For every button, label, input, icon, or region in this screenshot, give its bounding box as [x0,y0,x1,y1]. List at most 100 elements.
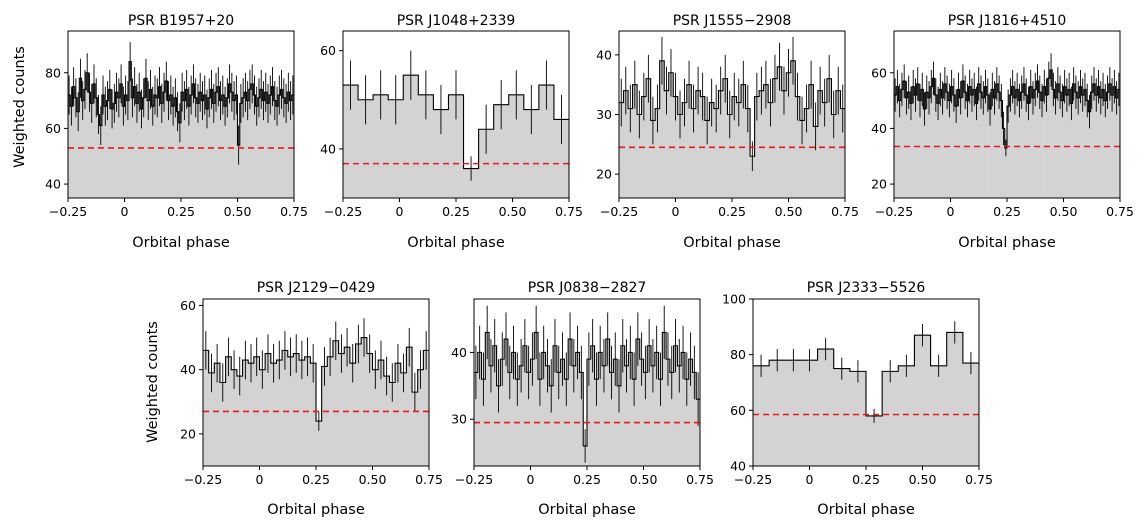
histogram-bar [997,92,1001,198]
histogram-bar [255,106,259,198]
histogram-bar [620,345,626,466]
histogram-bar [223,106,227,198]
histogram-bar [194,97,198,198]
histogram-bar [174,97,177,198]
histogram-bar [86,72,89,198]
histogram-step-line [474,331,700,447]
histogram-bar [481,379,486,466]
histogram-bar [133,86,137,198]
histogram-bar [1068,89,1071,198]
histogram-bar [265,353,272,466]
histogram-bar [808,84,814,198]
histogram-bar [343,85,359,198]
histogram-bar [1029,86,1033,198]
histogram-bar [1011,86,1015,198]
histogram-bar [541,352,546,466]
histogram-bar [909,103,913,198]
histogram-bar [236,376,243,466]
histogram-bar [90,103,94,198]
histogram-bar [293,353,300,466]
histogram-bar [849,371,867,466]
y-tick-label: 80 [45,65,61,80]
histogram-bar [108,89,112,198]
histogram-bar [826,78,832,198]
x-tick-label: 0 [806,472,814,487]
histogram-bar [673,96,679,198]
error-bars [894,53,1120,157]
histogram-bar [126,100,130,198]
histogram-bar [955,106,958,198]
histogram-bar [945,92,949,198]
histogram-bar [923,108,927,198]
panel-title: PSR J1816+4510 [948,13,1067,29]
histogram-bar [763,84,769,198]
histogram-bar [266,103,270,198]
x-tick-label: 0.25 [167,204,195,219]
histogram-bar [623,90,629,198]
histogram-bar [590,345,595,466]
histogram-bar [695,90,701,198]
histogram-bar [122,106,125,198]
histogram-bar [493,104,510,198]
histogram-bars [203,337,430,466]
histogram-bar [160,103,164,198]
histogram-bar [1009,95,1012,198]
histogram-bar [1099,97,1103,198]
histogram-bar [1022,83,1026,198]
histogram-bar [790,60,796,199]
histogram-bar [167,100,171,198]
histogram-bar [866,415,883,466]
histogram-bar [1090,92,1094,198]
histogram-bar [185,89,189,198]
histogram-bar [246,100,250,198]
histogram-bar [1106,92,1110,198]
histogram-bar [171,106,175,198]
histogram-bar [666,359,671,466]
histogram-bar [1034,89,1037,198]
error-bars [620,36,844,172]
histogram-bar [943,83,947,198]
histogram-bar [1058,92,1062,198]
histogram-bar [1002,128,1006,198]
histogram-bar [1097,86,1101,198]
histogram-bar [1081,95,1085,198]
histogram-bar [927,97,931,198]
histogram-bar [97,114,101,198]
histogram-bar [508,94,525,198]
histogram-bar [406,347,413,466]
histogram-bar [522,345,528,466]
histogram-bar [968,86,972,198]
histogram-bar [930,365,948,466]
histogram-bar [991,89,994,198]
histogram-bar [1101,89,1105,198]
histogram-bar [248,363,255,466]
x-tick-label: −0.25 [184,472,222,487]
histogram-bar [153,95,157,198]
histogram-bar [932,78,936,198]
histogram-bar [1061,100,1064,198]
histogram-bar [804,108,810,198]
histogram-bar [1018,100,1021,198]
x-tick-label: 0.75 [555,204,583,219]
histogram-bar [378,360,385,466]
histogram-bar [966,100,969,198]
histogram-bar [400,372,407,466]
histogram-bar [948,100,951,198]
histogram-bar [1049,69,1053,198]
histogram-bar [310,363,317,466]
histogram-bar [284,103,288,198]
x-tick-label: 0.50 [630,472,658,487]
histogram-bar [237,145,241,198]
x-tick-label: −0.25 [324,204,362,219]
histogram-bar [321,366,328,466]
histogram-bar [1043,86,1046,198]
histogram-bar [124,95,128,198]
histogram-bar [169,95,173,198]
y-tick-label: 30 [451,412,467,427]
histogram-bar [260,89,263,198]
histogram-bar [291,95,295,198]
histogram-bar [214,363,221,466]
histogram-bar [681,352,686,466]
panel-j1048: PSR J1048+2339 Orbital phase −0.25 0 0.25 0… [320,13,583,251]
histogram-bars [343,75,570,198]
